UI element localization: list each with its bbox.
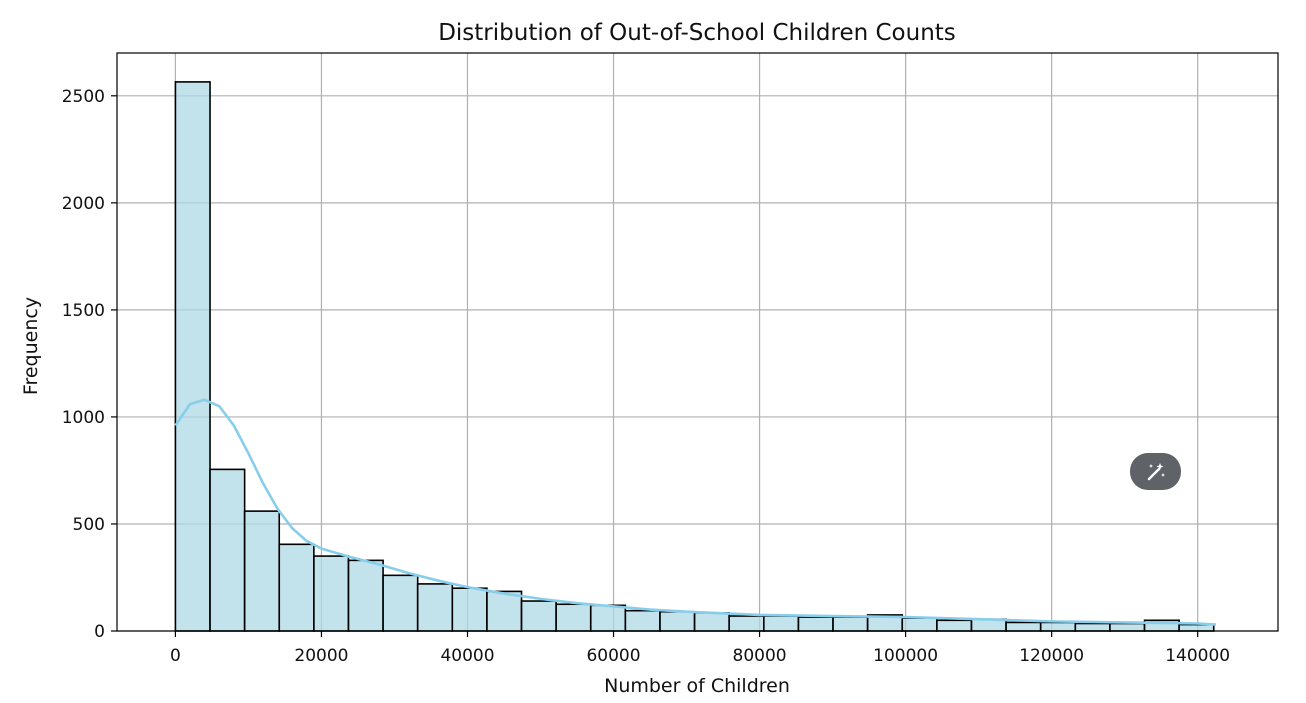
histogram-bar <box>416 583 454 632</box>
histogram-bar <box>1074 622 1111 632</box>
y-tick-label: 0 <box>94 622 105 642</box>
x-tick-label: 140000 <box>1165 646 1230 666</box>
magic-wand-button[interactable] <box>1130 453 1181 490</box>
histogram-bar <box>1005 621 1042 632</box>
histogram-bar <box>1039 621 1077 632</box>
histogram-bar <box>486 590 523 632</box>
y-tick-label: 2000 <box>62 194 105 214</box>
histogram-bar <box>209 468 246 632</box>
histogram-bar <box>659 610 696 632</box>
histogram-bar <box>901 617 938 632</box>
histogram-bar <box>382 574 419 632</box>
histogram-bar <box>797 616 834 632</box>
histogram-bar <box>174 81 211 632</box>
x-axis-label: Number of Children <box>604 675 790 697</box>
x-tick-label: 0 <box>170 646 181 666</box>
histogram-bar <box>278 543 315 632</box>
histogram-bar <box>936 619 973 632</box>
histogram-bar <box>1178 623 1215 632</box>
kde-curve <box>174 398 1217 626</box>
plot-frame <box>116 52 1279 632</box>
y-axis-ticks: 0 500 1000 1500 2000 2500 <box>62 87 117 642</box>
y-tick-label: 1500 <box>62 301 105 321</box>
histogram-bar <box>451 587 488 632</box>
histogram-bar <box>347 559 384 632</box>
x-tick-label: 120000 <box>1019 646 1084 666</box>
x-tick-label: 60000 <box>586 646 640 666</box>
bars <box>174 81 1215 632</box>
histogram-bar <box>313 555 350 632</box>
kde-line <box>174 398 1217 626</box>
grid <box>117 53 1278 632</box>
histogram-bar <box>243 510 281 632</box>
histogram-bar <box>832 616 869 632</box>
y-tick-label: 500 <box>73 515 105 535</box>
histogram-bar <box>763 615 800 632</box>
magic-wand-icon <box>1147 462 1165 480</box>
x-tick-label: 40000 <box>440 646 494 666</box>
histogram-bar <box>555 603 592 632</box>
x-tick-label: 80000 <box>733 646 787 666</box>
x-axis-ticks: 0 20000 40000 60000 80000 100000 120000 140000 <box>170 631 1230 666</box>
histogram-bar <box>624 609 661 632</box>
histogram-bar <box>589 604 627 632</box>
chart-title: Distribution of Out-of-School Children C… <box>438 20 956 46</box>
y-tick-label: 2500 <box>62 87 105 107</box>
x-tick-label: 20000 <box>294 646 348 666</box>
histogram-bar <box>1109 622 1146 632</box>
histogram-bar <box>693 612 730 632</box>
histogram-bar <box>728 615 765 632</box>
x-tick-label: 100000 <box>873 646 938 666</box>
y-axis-label: Frequency <box>20 297 42 395</box>
histogram-bar <box>520 600 557 632</box>
y-tick-label: 1000 <box>62 408 105 428</box>
